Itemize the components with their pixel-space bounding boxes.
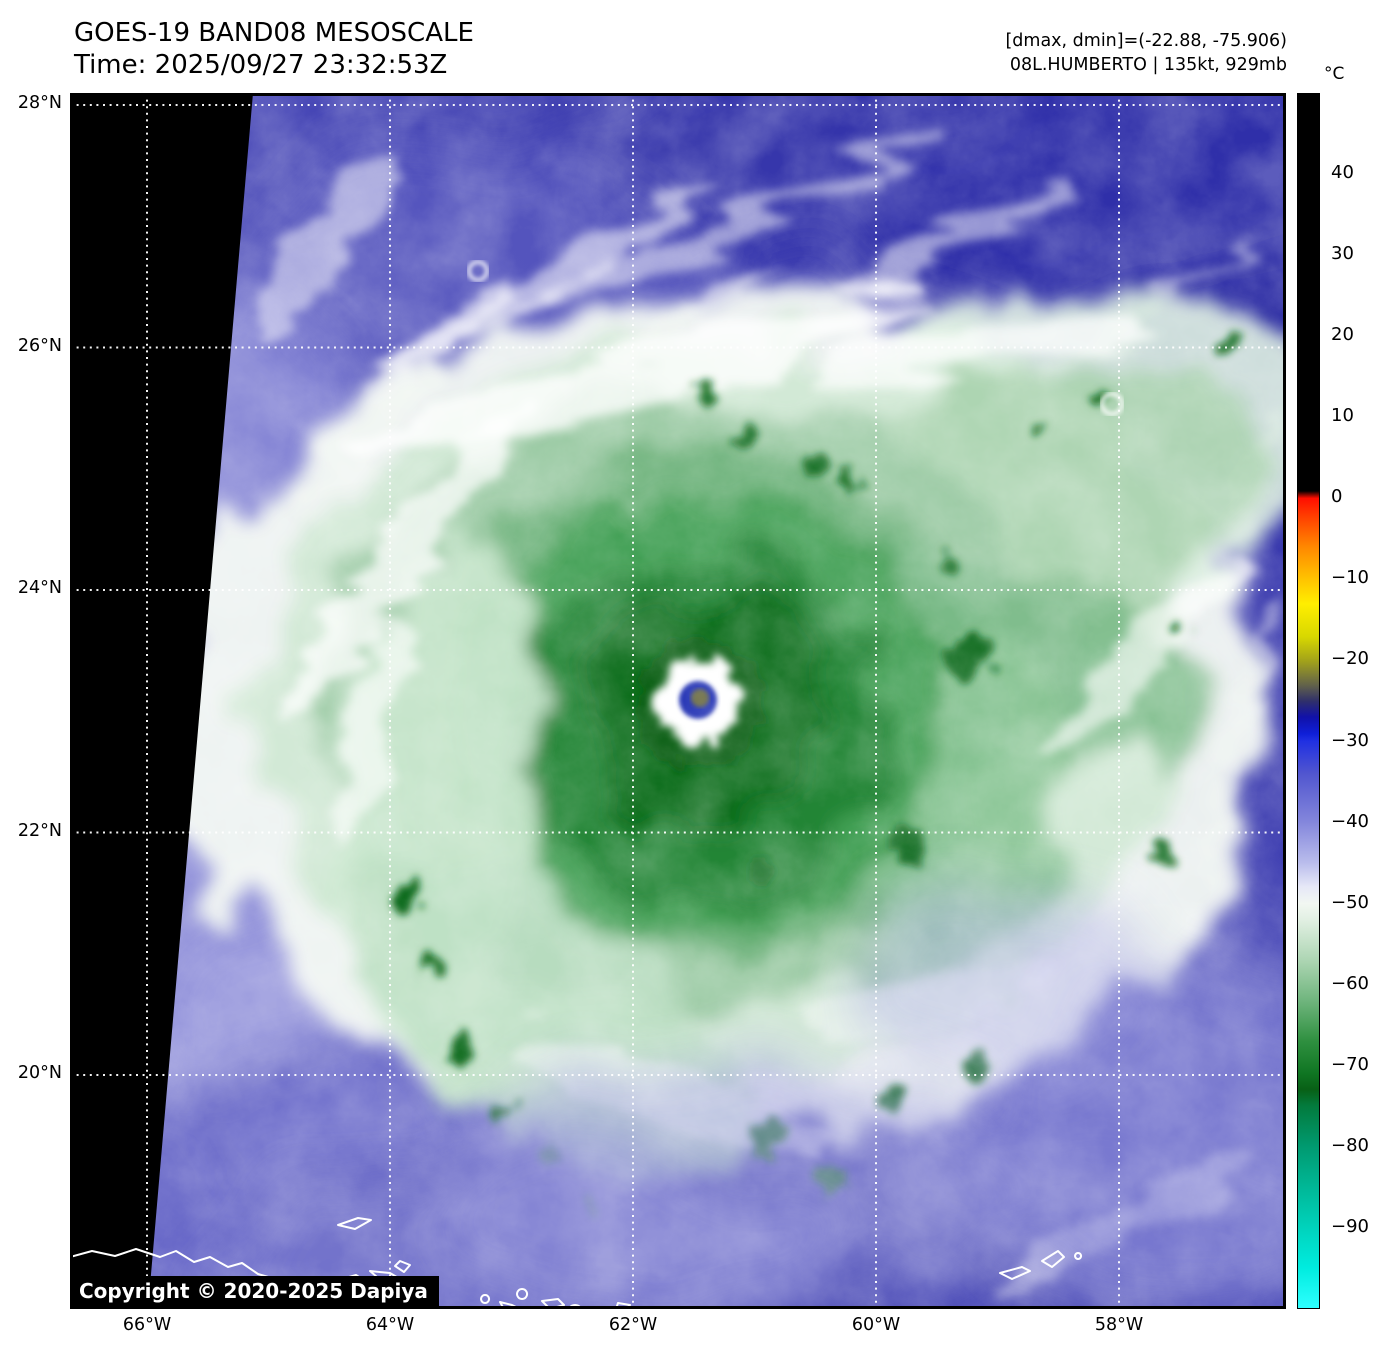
colorbar-tick-label: 30 xyxy=(1331,243,1354,265)
lat-tick-label: 24°N xyxy=(17,578,62,598)
colorbar-tick-label: −90 xyxy=(1331,1215,1369,1237)
colorbar-tick-label: −20 xyxy=(1331,648,1369,670)
lon-tick-label: 62°W xyxy=(608,1315,658,1335)
lat-lon-gridlines xyxy=(70,93,1286,1309)
map-frame xyxy=(70,93,1286,1309)
lon-tick-label: 66°W xyxy=(122,1315,172,1335)
colorbar-tick-label: −60 xyxy=(1331,972,1369,994)
timestamp: Time: 2025/09/27 23:32:53Z xyxy=(74,50,448,80)
colorbar-tick-label: −50 xyxy=(1331,891,1369,913)
satellite-image: Copyright © 2020-2025 Dapiya xyxy=(70,93,1286,1309)
lat-tick-label: 26°N xyxy=(17,335,62,356)
dmax-dmin-readout: [dmax, dmin]=(-22.88, -75.906) xyxy=(1005,31,1287,51)
lon-tick-label: 58°W xyxy=(1094,1315,1144,1335)
product-title: GOES-19 BAND08 MESOSCALE xyxy=(74,18,474,48)
lat-tick-label: 28°N xyxy=(17,93,62,113)
copyright-badge: Copyright © 2020-2025 Dapiya xyxy=(70,1276,439,1309)
cloud-texture-overlay xyxy=(70,93,1286,1309)
lat-tick-label: 20°N xyxy=(17,1063,62,1083)
colorbar-tick-label: −80 xyxy=(1331,1134,1369,1156)
colorbar xyxy=(1297,93,1320,1309)
satellite-scene xyxy=(70,93,1286,1309)
no-data-sector xyxy=(70,93,253,1309)
colorbar-tick-label: −30 xyxy=(1331,729,1369,751)
lon-tick-label: 64°W xyxy=(365,1315,415,1335)
colorbar-tick-label: 10 xyxy=(1331,405,1354,427)
colorbar-tick-label: −70 xyxy=(1331,1053,1369,1075)
colorbar-tick-label: −10 xyxy=(1331,567,1369,589)
lat-tick-label: 22°N xyxy=(17,820,62,841)
colorbar-tick-label: 0 xyxy=(1331,486,1343,508)
storm-info: 08L.HUMBERTO | 135kt, 929mb xyxy=(1009,55,1287,75)
lon-tick-label: 60°W xyxy=(851,1315,901,1335)
colorbar-tick-label: 20 xyxy=(1331,324,1354,346)
colorbar-unit-label: °C xyxy=(1324,64,1345,84)
colorbar-tick-label: −40 xyxy=(1331,810,1369,832)
colorbar-tick-label: 40 xyxy=(1331,162,1354,184)
